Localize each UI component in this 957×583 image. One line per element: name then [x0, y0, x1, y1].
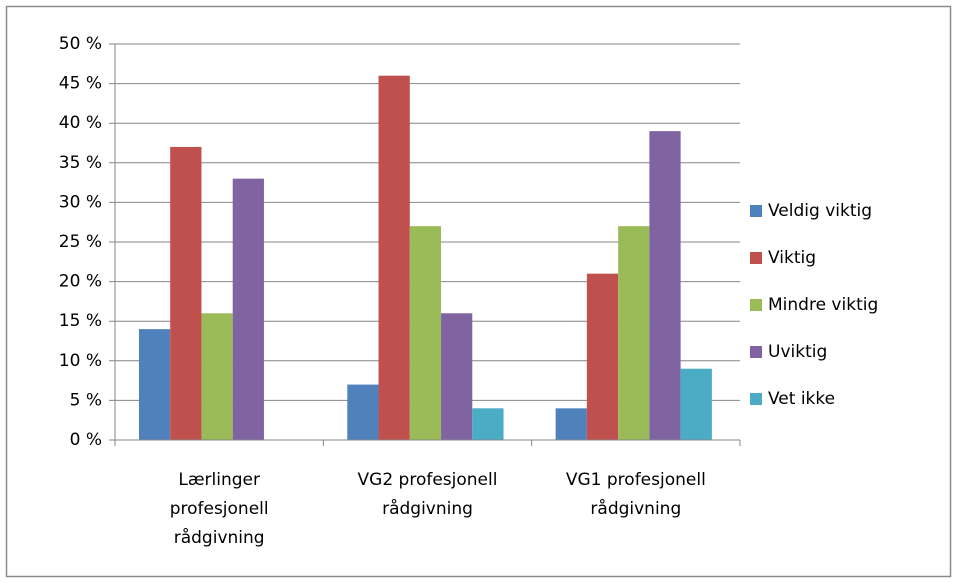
y-tick-label: 40 %: [59, 113, 102, 133]
bar: [555, 408, 587, 440]
bar: [201, 313, 233, 440]
bar: [472, 408, 504, 440]
y-tick-label: 35 %: [59, 153, 102, 173]
bar: [138, 329, 171, 440]
legend-swatch: [750, 205, 762, 217]
y-tick-label: 15 %: [59, 311, 102, 331]
y-tick-label: 25 %: [59, 232, 102, 252]
y-tick-label: 20 %: [59, 272, 102, 292]
legend-label: Vet ikke: [768, 389, 835, 409]
legend-label: Veldig viktig: [768, 201, 872, 221]
bar: [586, 273, 619, 440]
bar: [409, 226, 442, 440]
legend-swatch: [750, 346, 762, 358]
bar: [649, 131, 681, 440]
legend-swatch: [750, 299, 762, 311]
bar: [680, 368, 712, 440]
legend-label: Mindre viktig: [768, 295, 878, 315]
x-tick-label: VG1 profesjonell rådgivning: [565, 470, 706, 519]
x-tick-label: VG2 profesjonell rådgivning: [357, 470, 498, 519]
y-tick-label: 45 %: [59, 74, 102, 94]
bar: [618, 226, 650, 440]
bar: [170, 146, 202, 440]
legend-swatch: [750, 393, 762, 405]
bar: [347, 384, 379, 440]
bar: [232, 178, 264, 440]
y-tick-label: 10 %: [59, 351, 102, 371]
y-tick-label: 50 %: [59, 34, 102, 54]
bar: [378, 75, 410, 441]
y-tick-label: 5 %: [70, 390, 102, 410]
legend-label: Uviktig: [768, 342, 827, 362]
legend-swatch: [750, 252, 762, 264]
y-tick-label: 0 %: [70, 430, 102, 450]
chart-border: [5, 5, 952, 578]
x-tick-label: Lærlinger profesjonell rådgivning: [169, 470, 269, 548]
bar: [441, 313, 473, 440]
legend-label: Viktig: [768, 248, 816, 268]
y-tick-label: 30 %: [59, 192, 102, 212]
